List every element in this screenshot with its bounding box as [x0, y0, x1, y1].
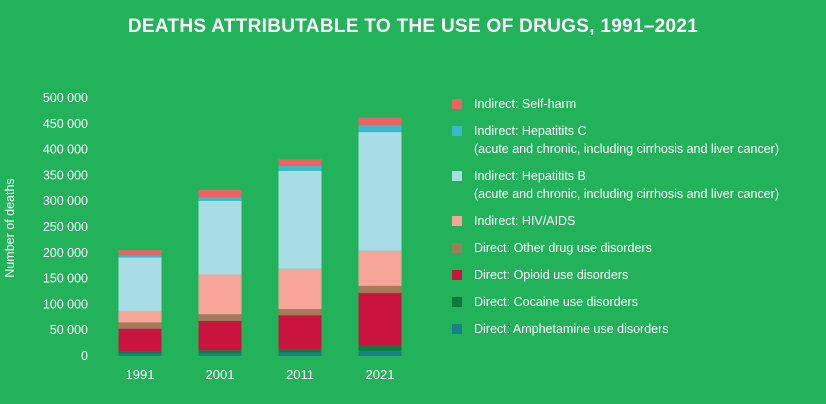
y-tick-label: 150 000: [43, 272, 88, 286]
bar-segment-1991-6: [118, 254, 162, 258]
y-tick-label: 100 000: [43, 297, 88, 311]
x-tick-label: 2021: [366, 367, 395, 382]
bar-segment-1991-7: [118, 250, 162, 255]
bar-segment-2001-5: [198, 200, 242, 275]
bar-segment-1991-2: [118, 328, 162, 352]
bar-segment-2021-1: [358, 345, 402, 351]
legend-item: Indirect: Self-harm: [452, 95, 822, 113]
x-tick-label: 1991: [126, 367, 155, 382]
legend-label: Direct: Opioid use disorders: [474, 268, 629, 282]
legend-label: Direct: Amphetamine use disorders: [474, 322, 669, 336]
legend-label: Direct: Other drug use disorders: [474, 241, 652, 255]
bar-segment-2001-7: [198, 189, 242, 198]
bar-segment-2021-6: [358, 124, 402, 133]
bar-segment-2011-2: [278, 315, 322, 350]
bar-segment-1991-5: [118, 257, 162, 312]
legend-label: Direct: Cocaine use disorders: [474, 295, 638, 309]
legend-label: Indirect: Hepatitits C: [474, 124, 587, 138]
y-axis: 0 50 000 100 000 150 000 200 000 250 000 300 0…: [43, 91, 88, 363]
y-tick-label: 350 000: [43, 168, 88, 182]
x-tick-label: 2011: [286, 367, 314, 382]
y-tick-label: 300 000: [43, 194, 88, 208]
legend-item: Direct: Amphetamine use disorders: [452, 320, 822, 338]
legend-label: Indirect: HIV/AIDS: [474, 214, 576, 228]
bar-segment-2001-1: [198, 350, 242, 353]
legend-swatch: [452, 171, 462, 181]
bar-segment-2011-3: [278, 309, 322, 316]
bar-segment-2011-5: [278, 170, 322, 269]
legend-label: Indirect: Self-harm: [474, 97, 577, 111]
y-axis-label: Number of deaths: [3, 178, 17, 277]
y-tick-label: 0: [81, 349, 88, 363]
bar-segment-1991-0: [118, 353, 162, 356]
bar-segment-1991-1: [118, 351, 162, 354]
bars: [118, 117, 402, 356]
legend-swatch: [452, 126, 462, 136]
legend-swatch: [452, 297, 462, 307]
y-tick-label: 250 000: [43, 220, 88, 234]
legend-item: Indirect: HIV/AIDS: [452, 212, 822, 230]
x-tick-label: 2001: [206, 367, 235, 382]
legend-swatch: [452, 270, 462, 280]
legend: Indirect: Self-harm Indirect: Hepatitits …: [452, 95, 822, 347]
y-tick-label: 450 000: [43, 117, 88, 131]
bar-segment-1991-3: [118, 322, 162, 329]
legend-sublabel: (acute and chronic, including cirrhosis …: [474, 142, 780, 156]
legend-swatch: [452, 243, 462, 253]
y-tick-label: 50 000: [50, 323, 88, 337]
legend-item: Direct: Other drug use disorders: [452, 239, 822, 257]
y-tick-label: 400 000: [43, 143, 88, 157]
y-tick-label: 200 000: [43, 246, 88, 260]
legend-swatch: [452, 216, 462, 226]
bar-segment-2001-3: [198, 314, 242, 321]
bar-segment-2021-3: [358, 285, 402, 294]
bar-segment-1991-4: [118, 311, 162, 323]
legend-item: Indirect: Hepatitits B (acute and chronic…: [452, 167, 822, 203]
chart-title: DEATHS ATTRIBUTABLE TO THE USE OF DRUGS,…: [127, 16, 699, 37]
bar-segment-2011-4: [278, 268, 322, 310]
bar-segment-2001-6: [198, 197, 242, 201]
x-axis: 1991 2001 2011 2021: [126, 367, 395, 382]
bar-segment-2021-4: [358, 250, 402, 286]
bar-segment-2021-0: [358, 350, 402, 356]
bar-segment-2021-2: [358, 293, 402, 346]
legend-item: Direct: Cocaine use disorders: [452, 293, 822, 311]
legend-swatch: [452, 99, 462, 109]
bar-segment-2001-2: [198, 320, 242, 351]
bar-segment-2001-0: [198, 352, 242, 356]
legend-swatch: [452, 324, 462, 334]
bar-segment-2011-0: [278, 352, 322, 356]
legend-item: Direct: Opioid use disorders: [452, 266, 822, 284]
y-tick-label: 500 000: [43, 91, 88, 105]
bar-segment-2021-7: [358, 117, 402, 125]
legend-sublabel: (acute and chronic, including cirrhosis …: [474, 187, 780, 201]
bar-segment-2011-6: [278, 165, 322, 171]
bar-segment-2021-5: [358, 132, 402, 251]
bar-segment-2011-7: [278, 159, 322, 166]
bar-segment-2001-4: [198, 274, 242, 315]
legend-item: Indirect: Hepatitits C (acute and chronic…: [452, 122, 822, 158]
legend-label: Indirect: Hepatitits B: [474, 169, 586, 183]
bar-segment-2011-1: [278, 349, 322, 353]
